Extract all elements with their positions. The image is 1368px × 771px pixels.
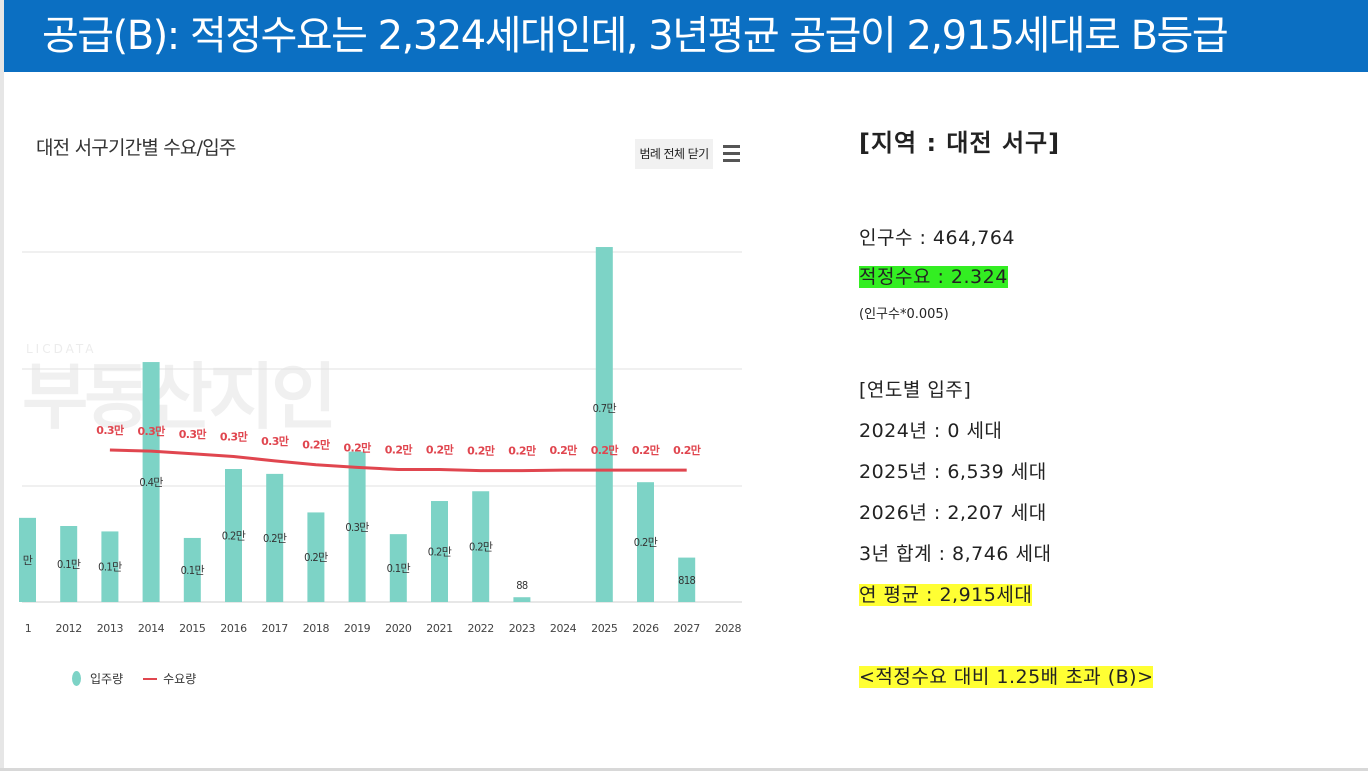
x-tick-2021: 2021 — [426, 622, 452, 635]
chart-legend[interactable]: 입주량 수요량 — [72, 670, 196, 687]
x-tick-2014: 2014 — [138, 622, 165, 635]
line-label-2020: 0.2만 — [385, 443, 413, 457]
bar-2014 — [142, 362, 160, 602]
frame-left-border — [0, 0, 4, 771]
x-tick-2027: 2027 — [673, 622, 700, 635]
bar-label-2026: 0.2만 — [634, 536, 658, 549]
proper-demand-text: 적정수요 : 2.324 — [859, 266, 1008, 288]
bar-label-2019: 0.3만 — [345, 521, 369, 534]
legend-toggle-button[interactable]: 범례 전체 닫기 — [635, 139, 713, 169]
line-label-2013: 0.3만 — [96, 423, 124, 437]
year-2026-text: 2026년 : 2,207 세대 — [859, 502, 1047, 524]
bar-label-2018: 0.2만 — [304, 551, 328, 564]
x-tick-2020: 2020 — [385, 622, 412, 635]
bar-series — [19, 247, 696, 603]
bar-label-2011: 만 — [23, 554, 33, 567]
legend-bar-swatch — [72, 671, 81, 686]
population-text: 인구수 : 464,764 — [859, 227, 1015, 249]
line-series — [109, 448, 687, 473]
frame-bottom-border — [0, 768, 1368, 771]
region-title: [지역 : 대전 서구] — [859, 129, 1061, 157]
bar-label-2016: 0.2만 — [222, 530, 246, 543]
verdict-text: <적정수요 대비 1.25배 초과 (B)> — [859, 666, 1154, 688]
x-tick-2015: 2015 — [179, 622, 206, 635]
line-label-2016: 0.3만 — [220, 430, 248, 444]
legend-line-swatch — [143, 678, 158, 680]
bar-2020 — [389, 534, 407, 602]
legend-line-label[interactable]: 수요량 — [163, 672, 197, 686]
bar-2017 — [266, 473, 284, 602]
bar-label-2020: 0.1만 — [387, 562, 411, 575]
bar-label-2013: 0.1만 — [98, 561, 122, 574]
x-tick-labels: 1 2012 2013 2014 2015 2016 2017 2018 2019 2020 202… — [25, 622, 742, 635]
year-2024-text: 2024년 : 0 세대 — [859, 420, 1003, 442]
bar-label-2015: 0.1만 — [181, 564, 205, 577]
line-label-2019: 0.2만 — [343, 440, 371, 454]
bar-label-2014: 0.4만 — [139, 476, 163, 489]
line-label-2026: 0.2만 — [632, 443, 660, 457]
bar-label-2027: 818 — [678, 574, 695, 587]
grid-lines — [22, 251, 742, 603]
bar-2021 — [431, 501, 448, 602]
data-labels: 만 0.1만 0.1만 0.4만 0.1만 0.2만 0.2만 0.2만 0.3만 0.1만 0.2… — [23, 402, 702, 592]
line-label-2027: 0.2만 — [673, 443, 701, 457]
x-tick-2025: 2025 — [591, 622, 618, 635]
bar-label-2022: 0.2만 — [469, 541, 493, 554]
legend-bar-label[interactable]: 입주량 — [90, 672, 124, 686]
bar-2019 — [348, 451, 366, 602]
x-tick-2018: 2018 — [303, 622, 330, 635]
x-tick-2019: 2019 — [344, 622, 371, 635]
bar-label-2021: 0.2만 — [428, 546, 452, 559]
bar-2011 — [19, 517, 36, 602]
bar-2023 — [513, 597, 531, 602]
bar-2027 — [678, 557, 696, 602]
x-tick-2016: 2016 — [220, 622, 247, 635]
line-label-2024: 0.2만 — [549, 443, 577, 457]
x-tick-2028: 2028 — [715, 622, 742, 635]
chart-plot: 만 0.1만 0.1만 0.4만 0.1만 0.2만 0.2만 0.2만 0.3만 0.1만 0.2… — [19, 247, 742, 635]
bar-label-2023: 88 — [516, 579, 528, 592]
demand-line — [109, 448, 687, 473]
year-2025-text: 2025년 : 6,539 세대 — [859, 461, 1047, 483]
x-tick-2011: 1 — [25, 622, 32, 635]
bar-label-2025: 0.7만 — [593, 402, 617, 415]
bar-2022 — [472, 491, 490, 602]
line-label-2017: 0.3만 — [261, 434, 289, 448]
line-label-2014: 0.3만 — [137, 424, 165, 438]
annual-average-text: 연 평균 : 2,915세대 — [859, 584, 1033, 606]
bar-2016 — [225, 469, 242, 602]
line-label-2022: 0.2만 — [467, 444, 495, 458]
bar-2015 — [183, 537, 201, 602]
bar-2025 — [595, 247, 613, 603]
bar-2012 — [60, 526, 78, 602]
line-label-2025: 0.2만 — [591, 443, 619, 457]
line-label-2023: 0.2만 — [508, 444, 536, 458]
x-tick-2024: 2024 — [550, 622, 577, 635]
formula-text: (인구수*0.005) — [859, 307, 949, 322]
x-tick-2013: 2013 — [97, 622, 124, 635]
chart-title: 대전 서구기간별 수요/입주 — [36, 137, 236, 159]
line-label-2018: 0.2만 — [302, 438, 330, 452]
bar-label-2012: 0.1만 — [57, 558, 81, 571]
x-tick-2012: 2012 — [55, 622, 81, 635]
line-label-2021: 0.2만 — [426, 443, 454, 457]
yearly-header: [연도별 입주] — [859, 379, 972, 401]
hamburger-menu-icon[interactable] — [723, 145, 740, 163]
bar-2018 — [307, 512, 325, 602]
line-label-2015: 0.3만 — [179, 427, 207, 441]
x-tick-2023: 2023 — [509, 622, 536, 635]
three-year-total-text: 3년 합계 : 8,746 세대 — [859, 543, 1052, 565]
x-tick-2017: 2017 — [261, 622, 288, 635]
x-tick-2026: 2026 — [632, 622, 659, 635]
bar-2026 — [637, 482, 654, 602]
bar-2013 — [101, 531, 119, 602]
page-title-banner: 공급(B): 적정수요는 2,324세대인데, 3년평균 공급이 2,915세대… — [4, 0, 1368, 72]
x-tick-2022: 2022 — [467, 622, 493, 635]
bar-label-2017: 0.2만 — [263, 532, 287, 545]
